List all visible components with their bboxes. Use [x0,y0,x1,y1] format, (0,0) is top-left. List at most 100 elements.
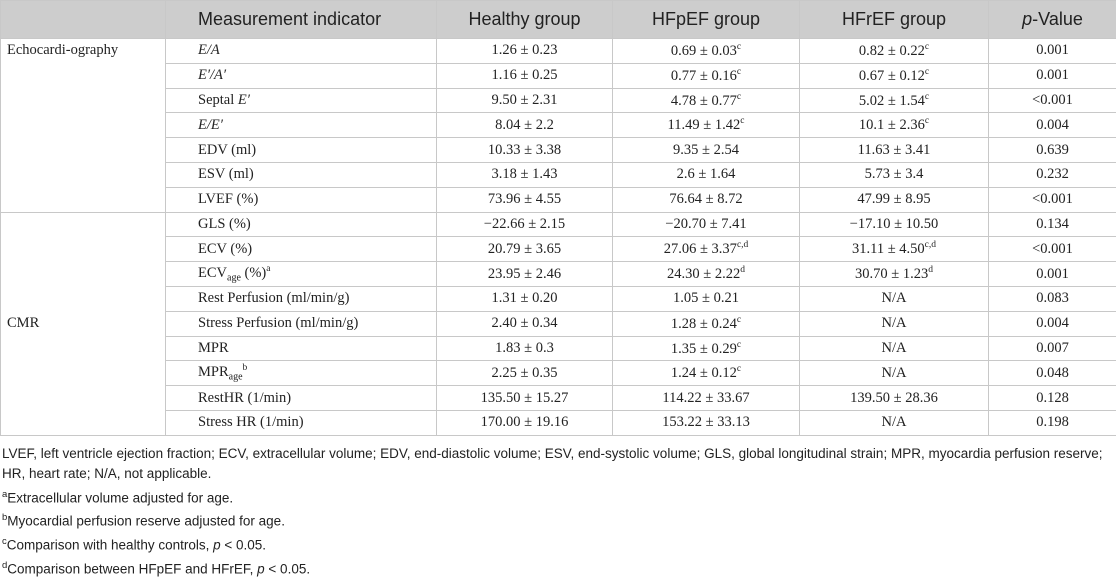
indicator-cell: E/E′ [166,113,437,138]
value-cell: N/A [800,286,989,311]
footnote: dComparison between HFpEF and HFrEF, p <… [2,556,1114,580]
footnote: LVEF, left ventricle ejection fraction; … [2,444,1114,485]
styled-segment: E′ [238,92,250,108]
value-cell: 31.11 ± 4.50c,d [800,237,989,262]
styled-segment: c [925,92,929,102]
text-segment: 0.001 [1036,266,1069,282]
text-segment: 1.26 ± 0.23 [492,42,558,58]
text-segment: ESV (ml) [198,166,254,182]
value-cell: 0.67 ± 0.12c [800,63,989,88]
text-segment: < 0.05. [221,538,266,553]
text-segment: 47.99 ± 8.95 [857,191,930,207]
text-segment: N/A [882,414,907,430]
styled-segment: age [229,372,243,383]
text-segment: Stress Perfusion (ml/min/g) [198,315,358,331]
text-segment: 8.04 ± 2.2 [495,117,554,133]
text-segment: 1.31 ± 0.20 [492,290,558,306]
value-cell: 24.30 ± 2.22d [613,262,800,287]
text-segment: 0.001 [1036,42,1069,58]
value-cell: 0.82 ± 0.22c [800,39,989,64]
value-cell: 0.001 [989,63,1116,88]
value-cell: 0.001 [989,262,1116,287]
value-cell: 0.083 [989,286,1116,311]
value-cell: 1.26 ± 0.23 [437,39,613,64]
text-segment: Extracellular volume adjusted for age. [7,490,233,505]
text-segment: 135.50 ± 15.27 [481,390,569,406]
styled-segment: d [928,265,933,275]
text-segment: 5.02 ± 1.54 [859,92,925,108]
styled-segment: d [740,265,745,275]
styled-segment: c [737,340,741,350]
header-cell: Healthy group [437,1,613,39]
value-cell: 1.24 ± 0.12c [613,361,800,386]
text-segment: N/A [882,365,907,381]
text-segment: 31.11 ± 4.50 [852,241,925,257]
text-segment: 76.64 ± 8.72 [669,191,742,207]
text-segment: 11.49 ± 1.42 [668,117,741,133]
value-cell: 0.001 [989,39,1116,64]
text-segment: Comparison with healthy controls, [7,538,213,553]
value-cell: 10.1 ± 2.36c [800,113,989,138]
styled-segment: E/A [198,42,220,58]
styled-segment: p [213,538,221,553]
text-segment: 0.82 ± 0.22 [859,43,925,59]
indicator-cell: Stress Perfusion (ml/min/g) [166,311,437,336]
styled-segment: p [257,562,265,577]
value-cell: 0.232 [989,162,1116,187]
styled-segment: c [925,42,929,52]
styled-segment: a [266,264,270,274]
value-cell: 1.05 ± 0.21 [613,286,800,311]
indicator-cell: Rest Perfusion (ml/min/g) [166,286,437,311]
text-segment: 0.232 [1036,166,1069,182]
text-segment: Septal [198,92,238,108]
value-cell: 10.33 ± 3.38 [437,138,613,163]
text-segment: 1.35 ± 0.29 [671,340,737,356]
styled-segment: c [737,42,741,52]
indicator-cell: RestHR (1/min) [166,386,437,411]
footnotes: LVEF, left ventricle ejection fraction; … [0,436,1116,580]
value-cell: 1.83 ± 0.3 [437,336,613,361]
table-row: Rest Perfusion (ml/min/g) 1.31 ± 0.20 1.05… [1,286,1116,311]
text-segment: < 0.05. [265,562,310,577]
table-row: E/E′ 8.04 ± 2.2 11.49 ± 1.42c 10.1 ± 2.36c 0… [1,113,1116,138]
value-cell: 9.50 ± 2.31 [437,88,613,113]
text-segment: 153.22 ± 33.13 [662,414,750,430]
value-cell: 170.00 ± 19.16 [437,410,613,435]
value-cell: 3.18 ± 1.43 [437,162,613,187]
text-segment: (%) [241,265,266,281]
indicator-cell: Stress HR (1/min) [166,410,437,435]
styled-segment: E/E′ [198,117,223,133]
value-cell: 47.99 ± 8.95 [800,187,989,212]
text-segment: 0.048 [1036,365,1069,381]
text-segment: 10.1 ± 2.36 [859,117,925,133]
styled-segment: c [740,116,744,126]
text-segment: 1.16 ± 0.25 [492,67,558,83]
indicator-cell: LVEF (%) [166,187,437,212]
text-segment: 1.28 ± 0.24 [671,316,737,332]
text-segment: 1.05 ± 0.21 [673,290,739,306]
value-cell: <0.001 [989,187,1116,212]
text-segment: 11.63 ± 3.41 [858,142,931,158]
table-row: Septal E′ 9.50 ± 2.31 4.78 ± 0.77c 5.02 ± 1… [1,88,1116,113]
text-segment: 0.004 [1036,117,1069,133]
text-segment: 9.50 ± 2.31 [492,92,558,108]
value-cell: 9.35 ± 2.54 [613,138,800,163]
text-segment: 27.06 ± 3.37 [664,241,737,257]
group-cell: Echocardi-ography [1,39,166,213]
text-segment: 0.083 [1036,290,1069,306]
text-segment: 1.83 ± 0.3 [495,340,554,356]
text-segment: 0.639 [1036,142,1069,158]
text-segment: 20.79 ± 3.65 [488,241,561,257]
text-segment: HFpEF group [652,9,760,29]
text-segment: MPR [198,340,229,356]
value-cell: 4.78 ± 0.77c [613,88,800,113]
styled-segment: b [243,363,248,373]
footnote: aExtracellular volume adjusted for age. [2,485,1114,509]
text-segment: -Value [1032,9,1083,29]
footnote: cComparison with healthy controls, p < 0… [2,532,1114,556]
value-cell: 0.77 ± 0.16c [613,63,800,88]
value-cell: <0.001 [989,88,1116,113]
